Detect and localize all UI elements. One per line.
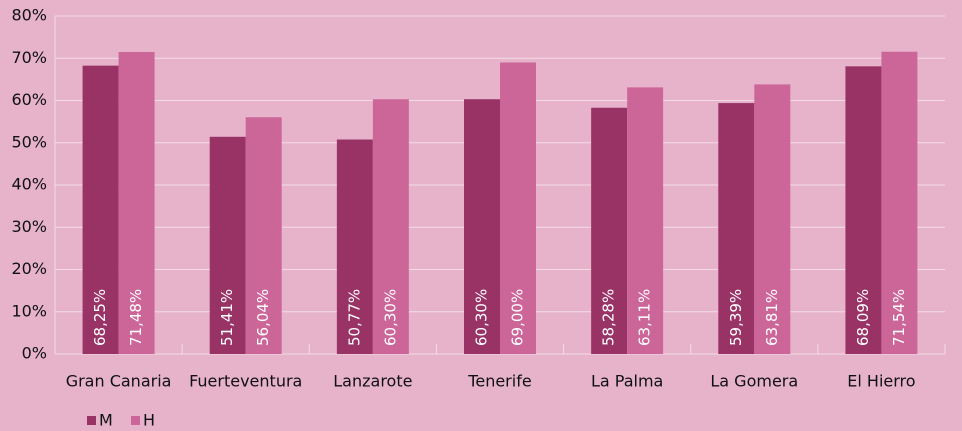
value-label: 56,04% [254, 289, 272, 346]
value-label: 51,41% [218, 289, 236, 346]
bar [118, 51, 155, 354]
x-tick-label: Fuerteventura [189, 372, 302, 391]
bar [881, 51, 918, 354]
bar [209, 136, 246, 354]
bar [627, 87, 664, 354]
y-tick-label: 30% [11, 217, 47, 236]
value-label: 59,39% [727, 289, 745, 346]
value-label: 63,81% [763, 289, 781, 346]
value-label: 68,09% [854, 289, 872, 346]
value-label: 58,28% [600, 289, 618, 346]
legend-label: M [99, 411, 113, 430]
y-tick-label: 60% [11, 90, 47, 109]
value-label: 63,11% [636, 289, 654, 346]
value-label: 69,00% [509, 289, 527, 346]
bar [372, 99, 409, 354]
bar [336, 139, 373, 354]
y-tick-label: 20% [11, 259, 47, 278]
y-tick-label: 40% [11, 175, 47, 194]
legend-label: H [143, 411, 155, 430]
x-tick-label: La Gomera [710, 372, 798, 391]
x-tick-label: Lanzarote [333, 372, 412, 391]
bar [754, 84, 791, 355]
bar [464, 99, 500, 354]
value-label: 71,48% [127, 289, 145, 346]
value-label: 50,77% [345, 289, 363, 346]
legend-swatch [131, 416, 140, 425]
value-label: 68,25% [91, 289, 109, 346]
legend-swatch [87, 416, 96, 425]
bar [82, 65, 119, 355]
y-tick-label: 70% [11, 48, 47, 67]
y-tick-label: 10% [11, 301, 47, 320]
value-label: 71,54% [890, 289, 908, 346]
value-label: 60,30% [381, 289, 399, 346]
bar [500, 62, 536, 354]
x-tick-label: El Hierro [847, 372, 915, 391]
x-tick-label: La Palma [591, 372, 663, 391]
x-tick-label: Gran Canaria [66, 372, 172, 391]
bar [718, 103, 755, 355]
bar [245, 117, 282, 354]
bar [591, 107, 628, 354]
y-tick-label: 0% [22, 344, 47, 363]
y-tick-label: 50% [11, 132, 47, 151]
value-label: 60,30% [473, 289, 491, 346]
bar [845, 66, 882, 354]
x-tick-label: Tenerife [467, 372, 531, 391]
y-tick-label: 80% [11, 6, 47, 25]
